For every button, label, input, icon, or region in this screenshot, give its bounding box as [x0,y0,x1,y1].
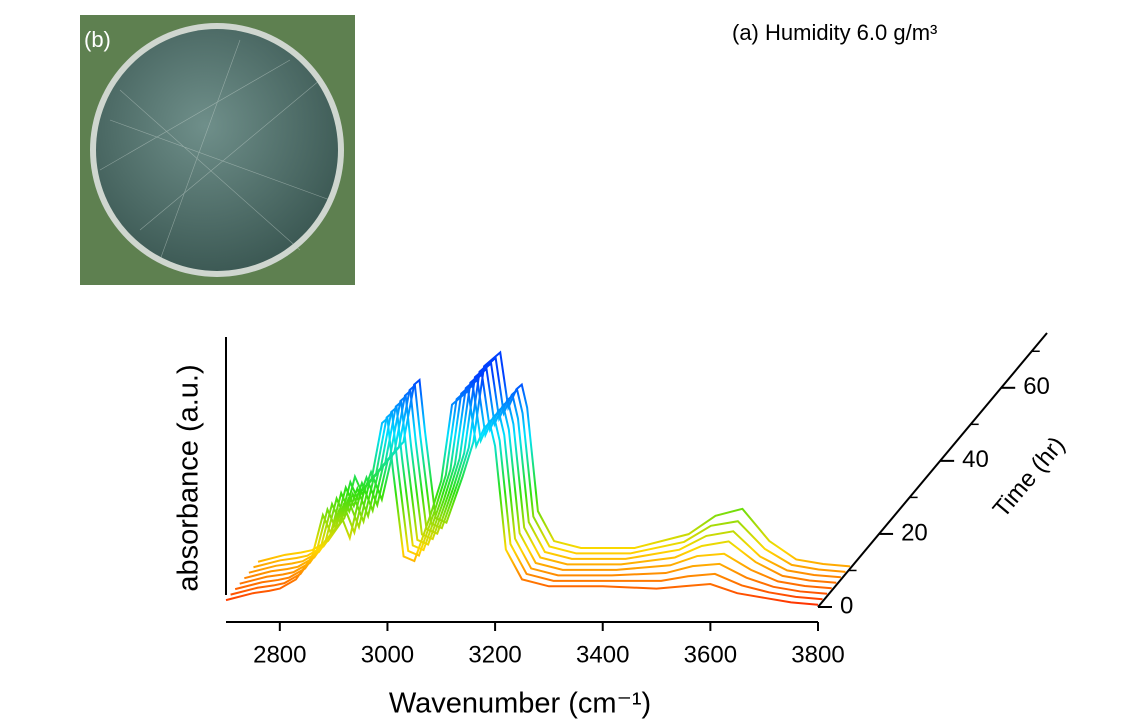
z-tick-label: 0 [840,592,853,619]
x-axis-title: Wavenumber (cm⁻¹) [389,688,651,720]
z-tick-label: 60 [1023,373,1050,400]
spectrum-line [239,372,832,590]
x-tick-label: 3800 [791,641,844,668]
z-tick-label: 40 [962,446,989,473]
spectrum-line [234,377,828,595]
x-tick-label: 3400 [576,641,629,668]
x-tick-label: 3000 [361,641,414,668]
z-axis-title: Time (hr) [988,432,1071,523]
y-axis-title: absorbance (a.u.) [173,364,205,591]
z-tick-label: 20 [901,519,928,546]
x-tick-label: 3200 [468,641,521,668]
photo: (b) [80,15,355,285]
spectrum-line [230,383,823,601]
spectrum-line [225,388,819,606]
x-tick-label: 2800 [253,641,306,668]
spectrum-line [248,361,841,579]
photo-label: (b) [84,27,111,52]
x-tick-label: 3600 [684,641,737,668]
spectrum-line [253,355,846,573]
chart-title: (a) Humidity 6.0 g/m³ [732,20,937,45]
spectrum-line [244,366,837,584]
spectrum-line [257,350,851,568]
z-axis [817,332,1048,608]
